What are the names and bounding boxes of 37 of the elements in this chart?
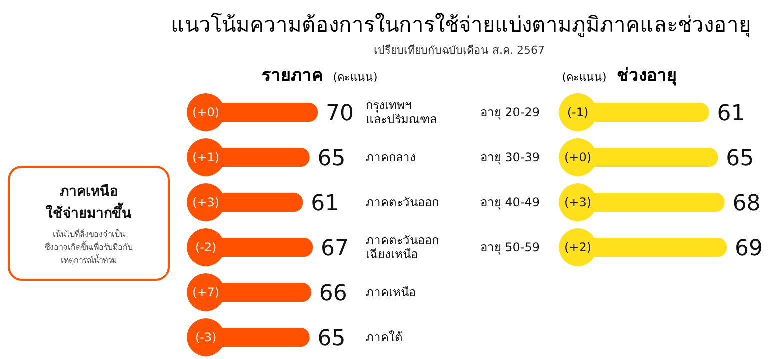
y-tick-label: ภาคเหนือ — [366, 286, 416, 300]
text: แนวโน้มความต้องการในการใช้จ่ายแบ่งตามภูมิภาคและช่วงอายุ — [170, 12, 752, 40]
y-tick-label: อายุ 20-29 — [480, 106, 540, 120]
y-tick-label: ภาคตะวันออก — [366, 196, 439, 210]
x-axis-title: (คะแนน) — [562, 70, 607, 86]
y-tick-label: อายุ 40-49 — [480, 196, 540, 210]
data-label: 65 — [726, 146, 754, 172]
annotation: (-2) — [195, 240, 217, 254]
y-tick-label: อายุ 50-59 — [480, 240, 540, 256]
annotation: (+2) — [564, 240, 592, 254]
data-label: 70 — [326, 101, 354, 126]
annotation: (+0) — [564, 150, 592, 164]
data-label: 61 — [717, 101, 746, 126]
annotation: (-1) — [567, 106, 589, 120]
y-axis-title: รายภาค — [262, 65, 324, 88]
y-tick-label: ภาคกลาง — [366, 150, 416, 164]
y-tick-label: ภาคตะวันออก เฉียงเหนือ — [366, 234, 439, 262]
annotation: (+3) — [564, 196, 592, 210]
annotation: (+0) — [192, 106, 220, 120]
annotation: (+1) — [192, 150, 220, 164]
y-tick-label: กรุงเทพฯ และปริมณฑล — [366, 98, 437, 126]
data-label: 69 — [735, 236, 763, 262]
y-tick-label: ภาคใต้ — [366, 330, 403, 344]
data-label: 68 — [732, 191, 761, 216]
y-tick-label: อายุ 30-39 — [480, 150, 540, 166]
data-label: 67 — [321, 236, 350, 262]
y-axis-title: ช่วงอายุ — [616, 65, 677, 88]
annotation: (+3) — [192, 196, 220, 210]
data-label: 65 — [318, 146, 346, 172]
annotation: (-3) — [195, 330, 217, 344]
x-axis-title: (คะแนน) — [333, 70, 378, 86]
annotation: (+7) — [192, 286, 220, 300]
callout-box: ภาคเหนือ ใช้จ่ายมากขึ้น เน้นไปที่สิ่งของจำเป็น ซึ่งอาจเกิดขึ้นเพื่อรับมือกับ เหตุการณ์น้ำท่วม — [8, 166, 170, 281]
data-label: 61 — [311, 191, 340, 216]
data-label: 66 — [319, 281, 348, 306]
data-label: 65 — [318, 326, 346, 352]
text: เปรียบเทียบกับฉบับเดือน ส.ค. 2567 — [373, 43, 546, 59]
